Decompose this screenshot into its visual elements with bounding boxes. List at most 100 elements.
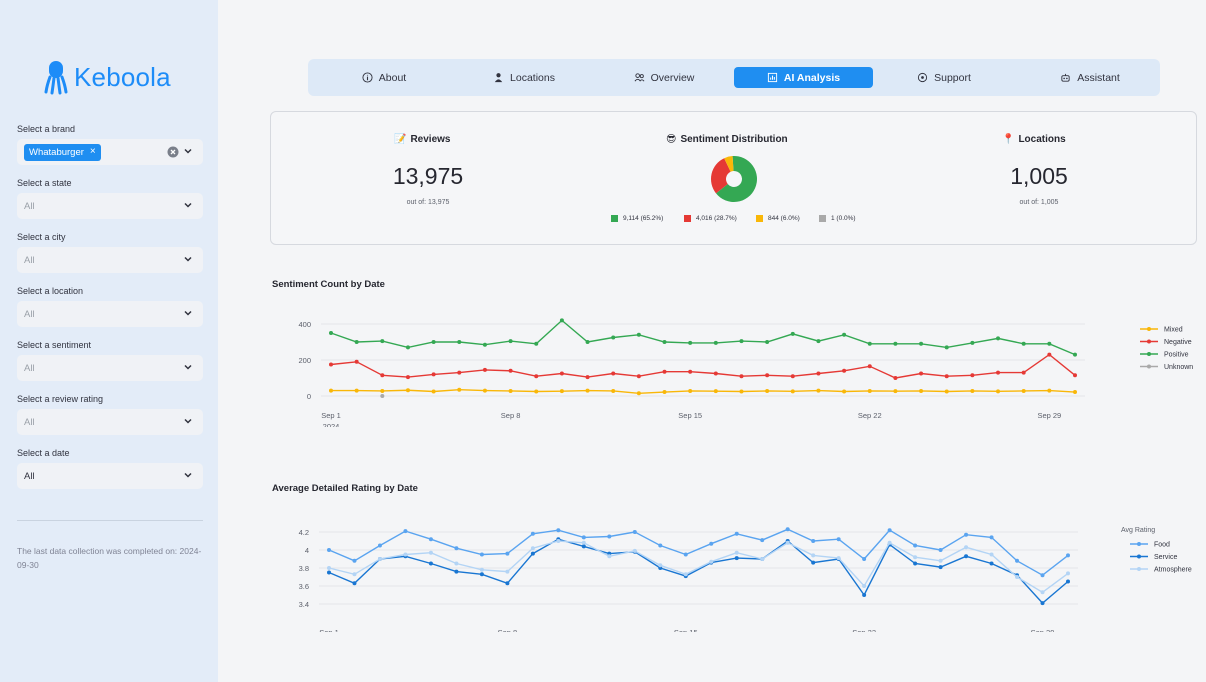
chevron-down-icon[interactable]: [181, 414, 195, 428]
sentiment-count-chart: 0 200 400 Sep 1 2024 Sep 8 Sep 15 Sep 22 Sep 29 M…: [298, 318, 1193, 427]
tab-ai-analysis-label: AI Analysis: [783, 71, 841, 84]
y-tick-label: 3.6: [299, 582, 309, 591]
data-point-mixed: [739, 389, 744, 394]
data-point-food: [327, 548, 331, 552]
data-point-positive: [431, 340, 436, 344]
state-select[interactable]: All: [17, 193, 203, 219]
data-point-mixed: [996, 389, 1001, 394]
data-point-service: [1040, 601, 1045, 606]
reviews-title-text: Reviews: [410, 134, 451, 145]
pie-legend-label: 4,016 (28.7%): [696, 215, 737, 222]
data-point-negative: [765, 373, 770, 378]
data-point-positive: [611, 335, 616, 340]
chevron-down-icon[interactable]: [181, 198, 195, 212]
data-point-positive: [482, 342, 487, 347]
location-select[interactable]: All: [17, 301, 203, 327]
legend-label: Positive: [1164, 352, 1189, 359]
tab-support[interactable]: Support: [888, 67, 1000, 88]
data-point-negative: [457, 370, 462, 375]
data-point-atmosphere: [1066, 571, 1070, 576]
data-point-service: [327, 570, 331, 575]
data-point-positive: [790, 331, 795, 336]
data-point-negative: [585, 375, 590, 380]
tab-about-label: About: [378, 71, 407, 84]
data-point-negative: [431, 372, 436, 377]
data-point-mixed: [508, 388, 513, 393]
x-tick-label: Sep 8: [501, 411, 521, 420]
x-tick-label: Sep 8: [498, 628, 518, 632]
data-point-food: [479, 552, 484, 557]
date-select[interactable]: All: [17, 463, 203, 489]
data-point-negative: [739, 374, 744, 379]
chevron-down-icon[interactable]: [181, 144, 195, 158]
data-point-negative: [1047, 352, 1052, 357]
chevron-down-icon[interactable]: [181, 360, 195, 374]
data-point-positive: [713, 340, 718, 345]
data-point-negative: [919, 371, 924, 376]
chevron-down-icon[interactable]: [181, 468, 195, 482]
reviews-sub: out of: 13,975: [406, 199, 450, 206]
data-point-negative: [329, 362, 333, 367]
data-point-mixed: [790, 389, 795, 394]
data-point-mixed: [893, 389, 898, 394]
tab-locations[interactable]: Locations: [468, 67, 580, 88]
data-point-food: [454, 546, 459, 551]
data-point-negative: [842, 368, 847, 373]
data-point-mixed: [816, 388, 821, 393]
data-point-negative: [405, 375, 410, 380]
data-point-atmosphere: [352, 572, 357, 577]
review-rating-value: All: [24, 416, 35, 428]
legend-swatch: [819, 215, 826, 222]
chip-remove-icon[interactable]: ×: [89, 146, 96, 157]
legend-marker: [1147, 339, 1151, 344]
data-point-negative: [559, 371, 564, 376]
data-point-atmosphere: [632, 548, 637, 553]
brand-multiselect[interactable]: Whataburger ×: [17, 139, 203, 165]
data-point-negative: [354, 359, 359, 364]
brand-chip[interactable]: Whataburger ×: [24, 143, 101, 161]
data-point-service: [352, 581, 357, 586]
data-point-mixed: [457, 387, 462, 392]
review-rating-select[interactable]: All: [17, 409, 203, 435]
chevron-down-icon[interactable]: [181, 306, 195, 320]
data-point-mixed: [559, 389, 564, 394]
tab-about[interactable]: About: [328, 67, 440, 88]
data-point-mixed: [944, 389, 949, 394]
data-point-positive: [329, 331, 333, 335]
data-point-negative: [662, 369, 667, 374]
data-point-atmosphere: [403, 552, 408, 557]
city-select[interactable]: All: [17, 247, 203, 273]
chevron-down-icon[interactable]: [181, 252, 195, 266]
data-point-negative: [1021, 370, 1026, 375]
tab-assistant[interactable]: Assistant: [1034, 67, 1146, 88]
tab-ai-analysis[interactable]: AI Analysis: [734, 67, 873, 88]
pie-slice-2: [724, 156, 734, 172]
clear-icon[interactable]: [167, 146, 179, 158]
series-line-service: [328, 538, 1069, 605]
keboola-logo[interactable]: Keboola: [44, 59, 171, 95]
data-point-atmosphere: [836, 556, 841, 561]
data-point-food: [428, 537, 433, 542]
logo-text: Keboola: [74, 61, 171, 92]
data-point-atmosphere: [862, 584, 867, 588]
tab-assistant-label: Assistant: [1077, 71, 1120, 84]
data-point-food: [785, 527, 790, 532]
brand-chip-label: Whataburger: [29, 146, 84, 158]
octopus-logo-icon: [44, 61, 68, 95]
data-point-food: [760, 538, 765, 543]
data-point-negative: [893, 376, 898, 380]
data-point-negative: [996, 370, 1001, 375]
data-point-mixed: [867, 388, 872, 393]
chart-title-avg-rating: Average Detailed Rating by Date: [272, 483, 418, 494]
data-point-food: [607, 534, 612, 539]
tab-overview[interactable]: Overview: [608, 67, 720, 88]
data-point-positive: [1047, 341, 1052, 346]
sentiment-label: Select a sentiment: [17, 340, 92, 350]
data-point-mixed: [919, 388, 924, 393]
review-rating-label: Select a review rating: [17, 394, 104, 404]
legend-label: Unknown: [1164, 364, 1193, 371]
data-point-atmosphere: [556, 539, 561, 543]
legend-marker: [1147, 352, 1151, 356]
sentiment-select[interactable]: All: [17, 355, 203, 381]
x-tick-label: Sep 1: [319, 628, 339, 632]
